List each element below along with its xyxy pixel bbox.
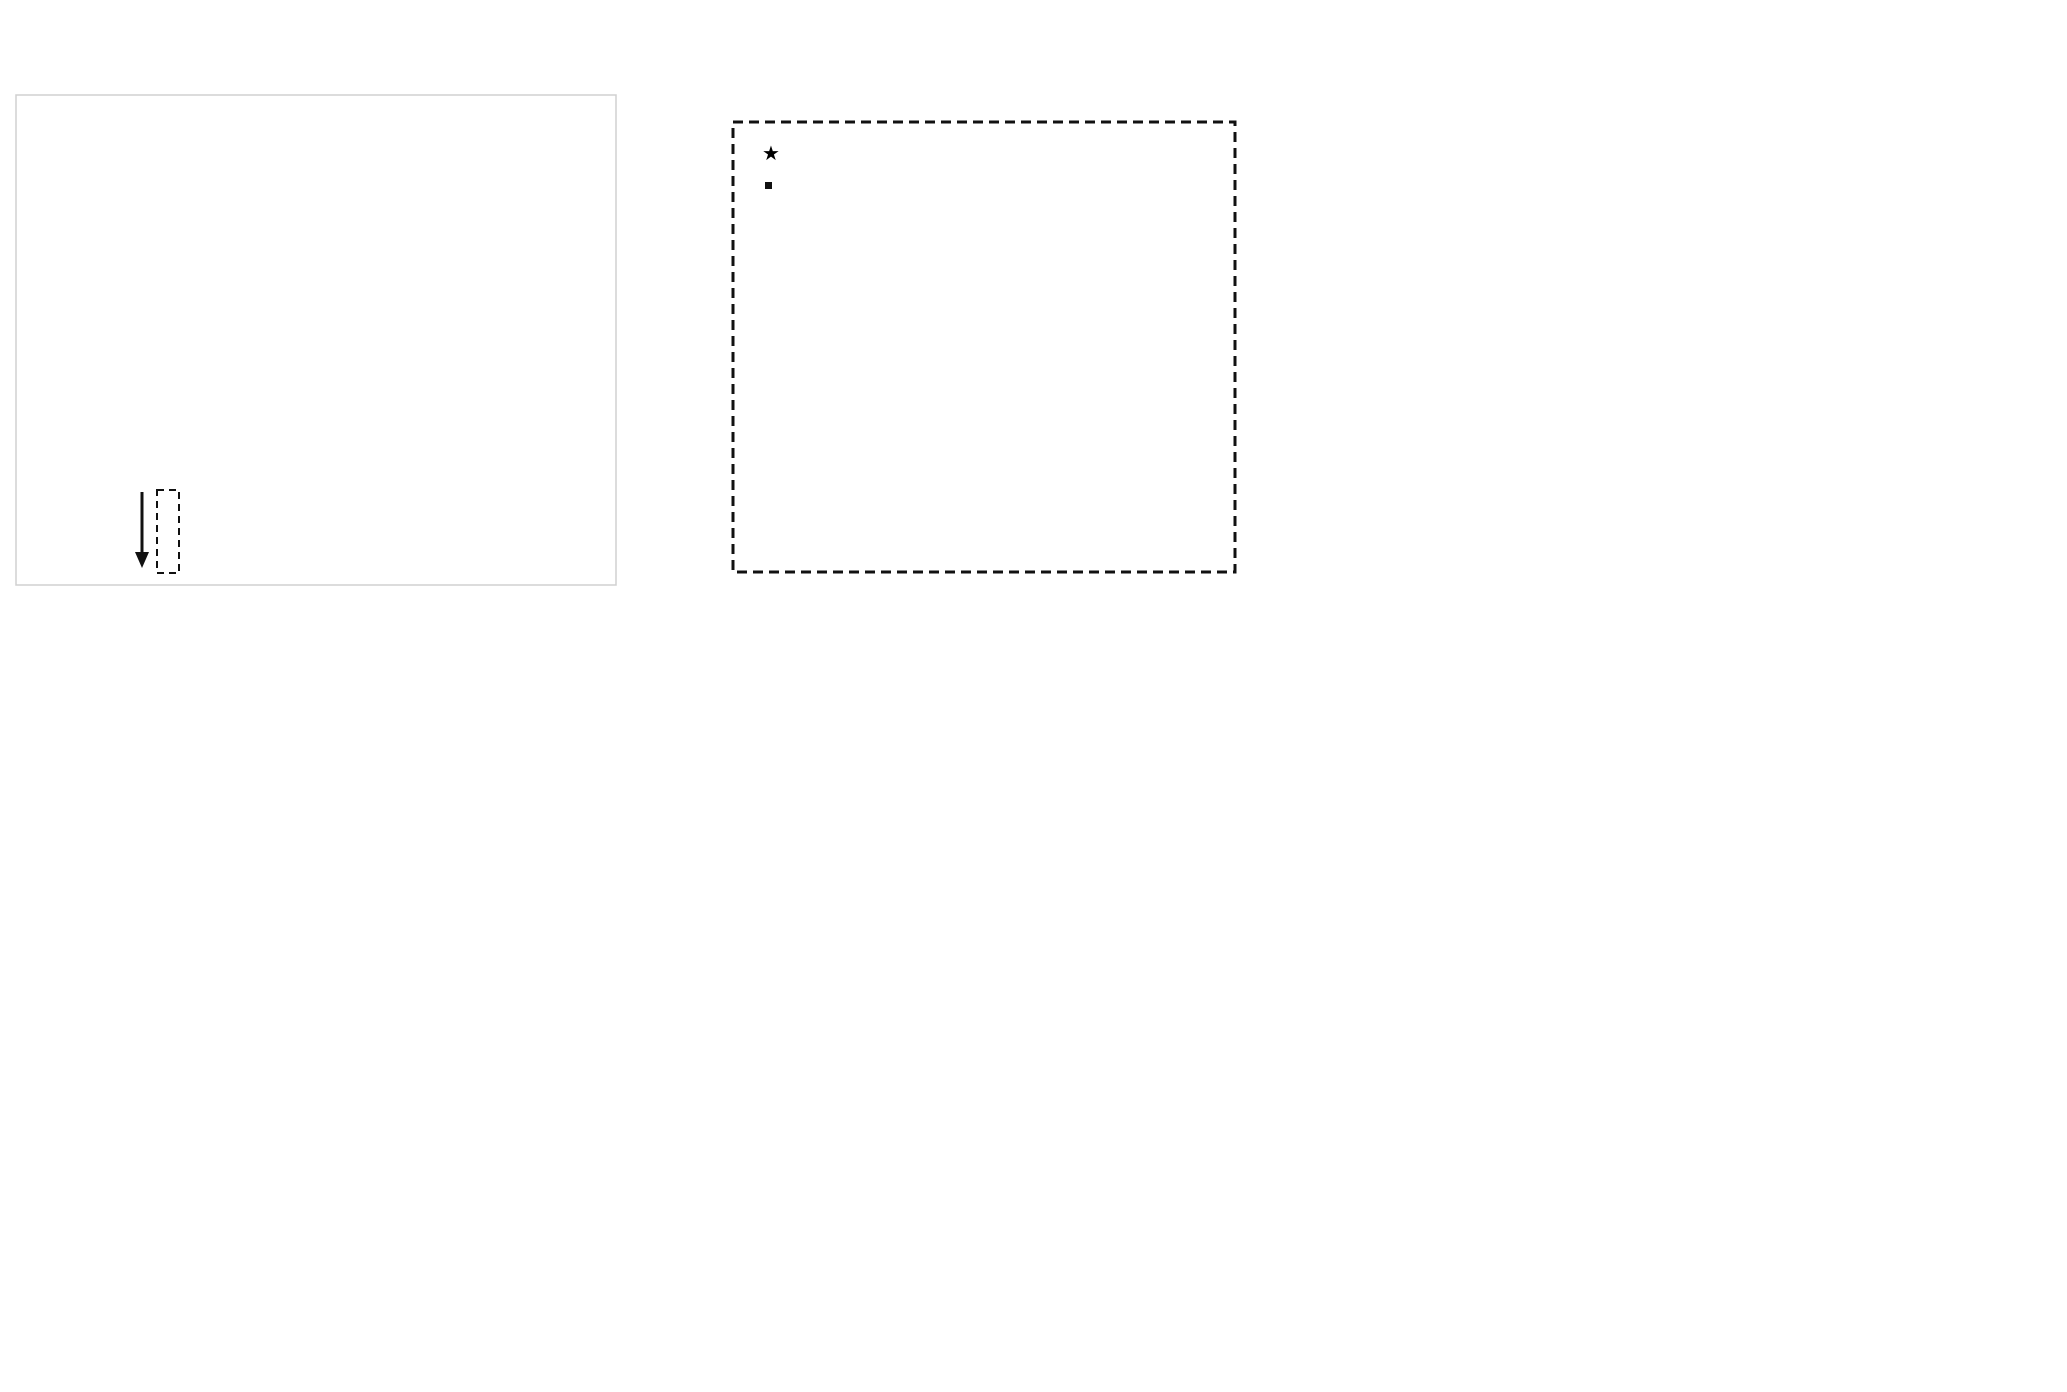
- panel-a-hsqc-plot: [15, 94, 617, 586]
- trp37-box: [156, 489, 180, 574]
- inset-legend: ★: [762, 143, 780, 189]
- inset-scatter-plot: ★: [731, 120, 1237, 574]
- inset-frame: [731, 120, 1237, 574]
- trp37-arrow: [135, 492, 149, 568]
- legend-square-marker: [765, 182, 772, 189]
- legend-star-marker: ★: [762, 143, 780, 165]
- panel-a-frame: [15, 94, 617, 586]
- panel-b-hsqc-plot: [1340, 90, 2067, 610]
